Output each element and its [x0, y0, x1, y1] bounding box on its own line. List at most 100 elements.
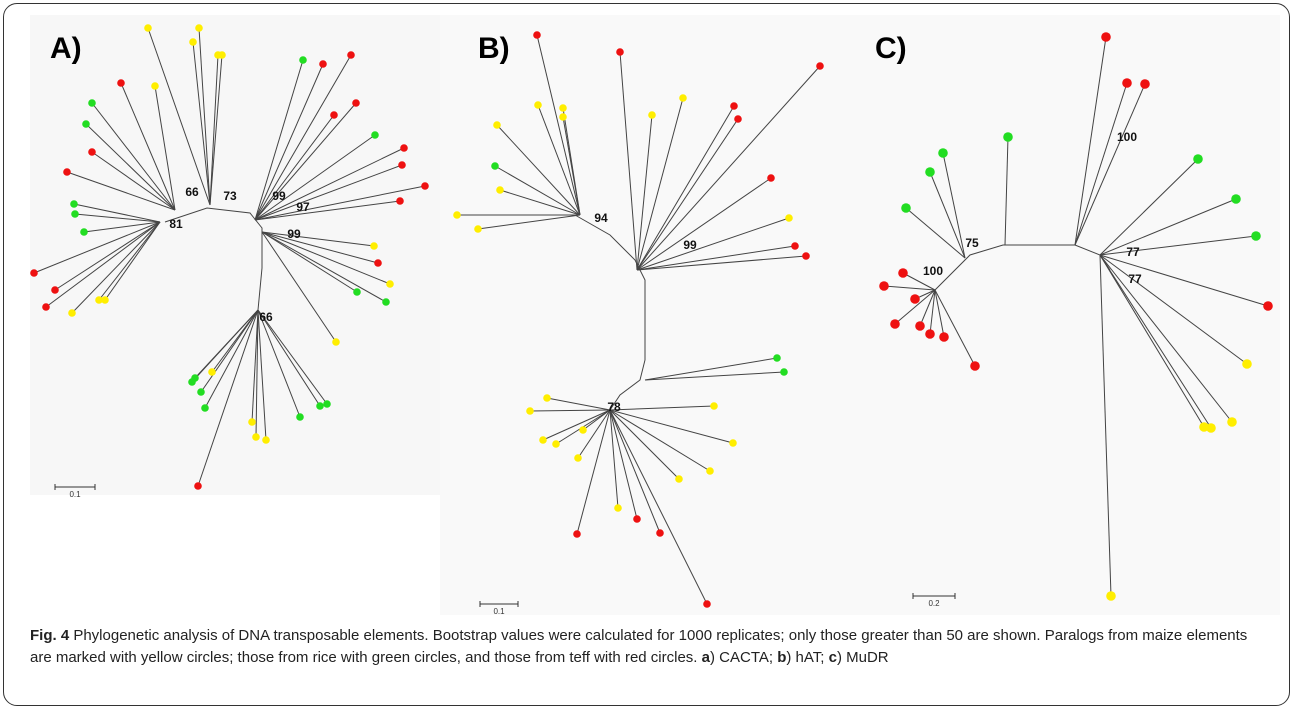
figure-frame — [3, 3, 1290, 706]
leaf-marker — [703, 600, 711, 608]
leaf-marker — [802, 252, 810, 260]
leaf-marker — [925, 167, 935, 177]
leaf-marker — [552, 440, 560, 448]
leaf-marker — [82, 120, 90, 128]
tree-branch — [91, 102, 176, 211]
tree-branch — [83, 221, 161, 233]
tree-branch — [104, 221, 161, 301]
tree-branch — [1074, 36, 1107, 246]
leaf-marker — [208, 368, 216, 376]
tree-branch — [98, 221, 161, 301]
bootstrap-value: 94 — [594, 211, 608, 225]
tree-branch — [929, 171, 966, 259]
leaf-marker — [95, 296, 103, 304]
leaf-marker — [194, 482, 202, 490]
leaf-marker — [493, 121, 501, 129]
tree-branch — [209, 54, 223, 206]
leaf-marker — [730, 102, 738, 110]
tree-branch — [254, 185, 426, 221]
leaf-marker — [42, 303, 50, 311]
leaf-marker — [80, 228, 88, 236]
tree-branch — [496, 124, 581, 216]
leaf-marker — [398, 161, 406, 169]
leaf-marker — [539, 436, 547, 444]
leaf-marker — [573, 530, 581, 538]
tree-branch — [636, 217, 790, 271]
leaf-marker — [1206, 423, 1216, 433]
tree-branch — [254, 54, 352, 221]
leaf-marker — [910, 294, 920, 304]
leaf-marker — [648, 111, 656, 119]
tree-branch — [919, 289, 936, 327]
tree-branch — [609, 409, 711, 472]
tree-branch — [254, 59, 304, 221]
leaf-marker — [526, 407, 534, 415]
tree-branch — [261, 231, 387, 303]
tree-branch — [74, 213, 161, 223]
leaf-marker — [63, 168, 71, 176]
panel-label: A) — [50, 32, 82, 65]
caption-text: c — [828, 649, 837, 666]
leaf-marker — [330, 111, 338, 119]
scale-label: 0.1 — [493, 607, 505, 616]
tree-branch — [1074, 82, 1128, 246]
leaf-marker — [1251, 231, 1261, 241]
leaf-marker — [71, 210, 79, 218]
tree-branch — [1074, 83, 1146, 246]
tree-branch — [197, 309, 259, 487]
panel-bg — [30, 15, 440, 495]
leaf-marker — [1242, 359, 1252, 369]
tree-branch — [1099, 235, 1257, 256]
tree-branch — [883, 285, 936, 291]
tree-branch — [194, 309, 259, 379]
leaf-marker — [616, 48, 624, 56]
bootstrap-value: 77 — [1126, 245, 1140, 259]
tree-branch — [934, 289, 976, 367]
caption-text: Phylogenetic analysis of DNA transposabl… — [30, 627, 1248, 666]
tree-branch — [257, 309, 267, 441]
tree-branch — [902, 272, 936, 291]
leaf-marker — [915, 321, 925, 331]
tree-branch — [1099, 158, 1199, 256]
leaf-marker — [785, 214, 793, 222]
leaf-marker — [332, 338, 340, 346]
scale-bar — [54, 484, 96, 490]
tree-branch — [582, 409, 611, 431]
leaf-marker — [189, 38, 197, 46]
tree-branch — [209, 54, 219, 206]
leaf-marker — [201, 404, 209, 412]
tree-branch — [609, 409, 734, 444]
tree-branch — [929, 289, 936, 335]
tree-branch — [1099, 254, 1233, 423]
caption-text: ) hAT; — [786, 649, 829, 666]
leaf-marker — [675, 475, 683, 483]
scale-label: 0.2 — [928, 599, 940, 608]
tree-branch — [644, 357, 778, 381]
leaf-marker — [1003, 132, 1013, 142]
leaf-marker — [252, 433, 260, 441]
leaf-marker — [400, 144, 408, 152]
leaf-marker — [734, 115, 742, 123]
tree-branch — [636, 114, 653, 271]
bootstrap-value: 66 — [185, 185, 199, 199]
leaf-marker — [543, 394, 551, 402]
tree-branch — [1099, 254, 1269, 307]
tree-branch — [54, 221, 161, 291]
tree-branch — [494, 165, 581, 216]
tree-branch — [477, 214, 581, 230]
tree-branch — [577, 409, 611, 459]
leaf-marker — [88, 148, 96, 156]
tree-branch — [609, 409, 638, 520]
bootstrap-value: 100 — [923, 264, 943, 278]
leaf-marker — [879, 281, 889, 291]
panel-bg — [440, 15, 860, 615]
leaf-marker — [1231, 194, 1241, 204]
bootstrap-value: 100 — [1117, 130, 1137, 144]
tree-backbone — [164, 207, 263, 311]
tree-branch — [255, 309, 259, 438]
tree-branch — [562, 116, 581, 216]
tree-branch — [942, 152, 966, 259]
bootstrap-value: 73 — [223, 189, 237, 203]
tree-branch — [609, 405, 715, 411]
leaf-marker — [1101, 32, 1111, 42]
